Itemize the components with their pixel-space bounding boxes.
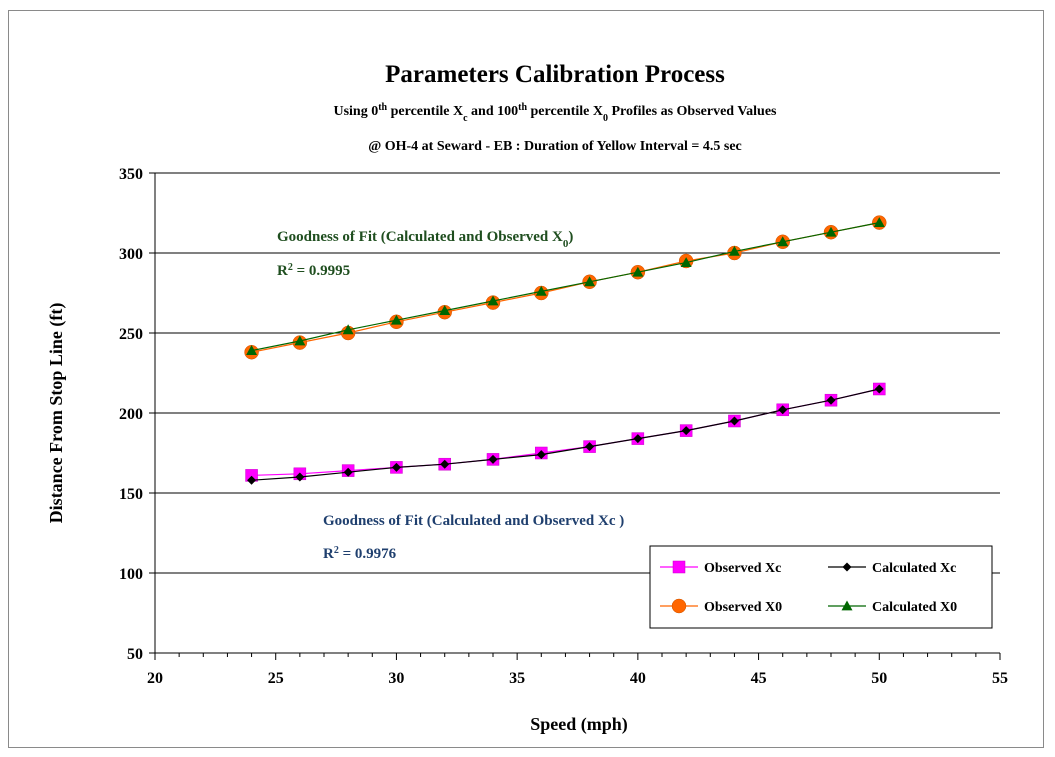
- axes: [149, 172, 1001, 660]
- x-axis-label: Speed (mph): [530, 714, 628, 735]
- x-tick-label: 45: [751, 670, 767, 687]
- data-point-calculated-xc: [729, 416, 739, 426]
- x0-r2: R: [277, 263, 288, 279]
- legend-item-calculated-x0: Calculated X0: [828, 600, 957, 615]
- data-point-calculated-xc: [391, 462, 401, 472]
- subtitle-sup-2: th: [518, 102, 527, 113]
- x-tick-label: 55: [992, 670, 1008, 687]
- x-tick-label: 35: [509, 670, 525, 687]
- subtitle-mid-2: and 100: [468, 104, 519, 119]
- subtitle-suffix: Profiles as Observed Values: [608, 104, 777, 119]
- data-point-calculated-x0: [246, 345, 258, 355]
- chart-subtitle-1: Using 0th percentile Xc and 100th percen…: [333, 102, 777, 124]
- data-point-calculated-x0: [294, 335, 306, 346]
- legend-item-observed-x0: Observed X0: [660, 598, 782, 615]
- x0-fit-label: Goodness of Fit (Calculated and Observed…: [277, 229, 563, 245]
- data-point-calculated-xc: [247, 475, 257, 485]
- legend-label: Calculated Xc: [872, 561, 956, 576]
- data-point-calculated-xc: [826, 395, 836, 405]
- series-line-observed-xc: [251, 388, 880, 476]
- chart-subtitle-2: @ OH-4 at Seward - EB : Duration of Yell…: [368, 139, 742, 154]
- subtitle-sup-1: th: [378, 102, 387, 113]
- data-point-calculated-x0: [777, 236, 789, 247]
- data-point-calculated-x0: [873, 217, 885, 227]
- series-line-calculated-x0: [251, 222, 880, 352]
- data-point-calculated-x0: [584, 276, 596, 287]
- x-tick-label: 25: [268, 670, 284, 687]
- series-group: [244, 215, 887, 485]
- data-point-calculated-xc: [633, 434, 643, 444]
- x0-fit-annotation: Goodness of Fit (Calculated and Observed…: [277, 229, 573, 250]
- legend-box: [649, 545, 993, 629]
- y-tick-label: 250: [119, 326, 143, 343]
- series-line-calculated-xc: [251, 388, 880, 481]
- legend-label: Observed Xc: [704, 561, 781, 576]
- xc-r2-sup: 2: [334, 545, 339, 556]
- x-tick-label: 20: [147, 670, 163, 687]
- y-tick-label: 200: [119, 406, 143, 423]
- data-point-calculated-xc: [585, 442, 595, 452]
- x0-r2-annotation: R2 = 0.9995: [277, 262, 350, 280]
- xc-r2-annotation: R2 = 0.9976: [323, 545, 397, 563]
- x0-r2-sup: 2: [288, 262, 293, 273]
- series-calculated-xc: [247, 384, 884, 485]
- data-point-calculated-xc: [295, 472, 305, 482]
- subtitle-mid-1: percentile X: [387, 104, 463, 119]
- legend-marker: [842, 562, 852, 572]
- y-tick-label: 150: [119, 486, 143, 503]
- x-tick-label: 30: [388, 670, 404, 687]
- xc-r2: R: [323, 546, 334, 562]
- data-point-calculated-xc: [440, 459, 450, 469]
- data-point-calculated-xc: [488, 454, 498, 464]
- data-point-calculated-x0: [825, 226, 837, 237]
- legend-marker: [672, 560, 686, 574]
- data-point-calculated-xc: [343, 467, 353, 477]
- data-point-calculated-xc: [536, 450, 546, 460]
- legend-label: Calculated X0: [872, 600, 957, 615]
- legend-label: Observed X0: [704, 600, 782, 615]
- legend-marker: [671, 598, 687, 614]
- x0-r2-val: = 0.9995: [293, 263, 350, 279]
- legend: Observed Xc Calculated Xc Observed X0 Calcu…: [649, 545, 993, 629]
- legend-item-calculated-xc: Calculated Xc: [828, 561, 956, 576]
- data-point-calculated-x0: [487, 295, 499, 306]
- data-point-calculated-x0: [680, 257, 692, 267]
- subtitle-prefix: Using 0: [333, 104, 378, 119]
- series-observed-xc: [245, 382, 886, 482]
- xc-fit-annotation: Goodness of Fit (Calculated and Observed…: [323, 513, 624, 529]
- x0-fit-sub: 0: [563, 238, 569, 250]
- subtitle-sub-2: 0: [603, 113, 608, 124]
- xc-r2-val: = 0.9976: [339, 546, 397, 562]
- data-point-calculated-x0: [728, 245, 740, 256]
- y-tick-label: 300: [119, 246, 143, 263]
- subtitle-sub-1: c: [463, 113, 468, 124]
- data-point-calculated-x0: [439, 305, 451, 315]
- y-axis-label: Distance From Stop Line (ft): [46, 303, 67, 524]
- series-calculated-x0: [246, 217, 885, 355]
- x-tick-label: 40: [630, 670, 646, 687]
- subtitle-mid-3: percentile X: [527, 104, 603, 119]
- legend-item-observed-xc: Observed Xc: [660, 560, 781, 576]
- data-point-calculated-xc: [874, 384, 884, 394]
- data-point-calculated-xc: [778, 405, 788, 415]
- data-point-calculated-x0: [390, 314, 402, 325]
- legend-marker: [841, 600, 853, 611]
- y-tick-label: 50: [127, 646, 143, 663]
- x0-fit-close: ): [568, 229, 573, 245]
- x-tick-label: 50: [871, 670, 887, 687]
- data-point-calculated-x0: [535, 285, 547, 296]
- data-point-calculated-xc: [681, 426, 691, 436]
- y-tick-label: 350: [119, 166, 143, 183]
- data-point-calculated-x0: [342, 324, 354, 335]
- y-tick-label: 100: [119, 566, 143, 583]
- chart-title: Parameters Calibration Process: [385, 61, 725, 88]
- data-point-calculated-x0: [632, 266, 644, 277]
